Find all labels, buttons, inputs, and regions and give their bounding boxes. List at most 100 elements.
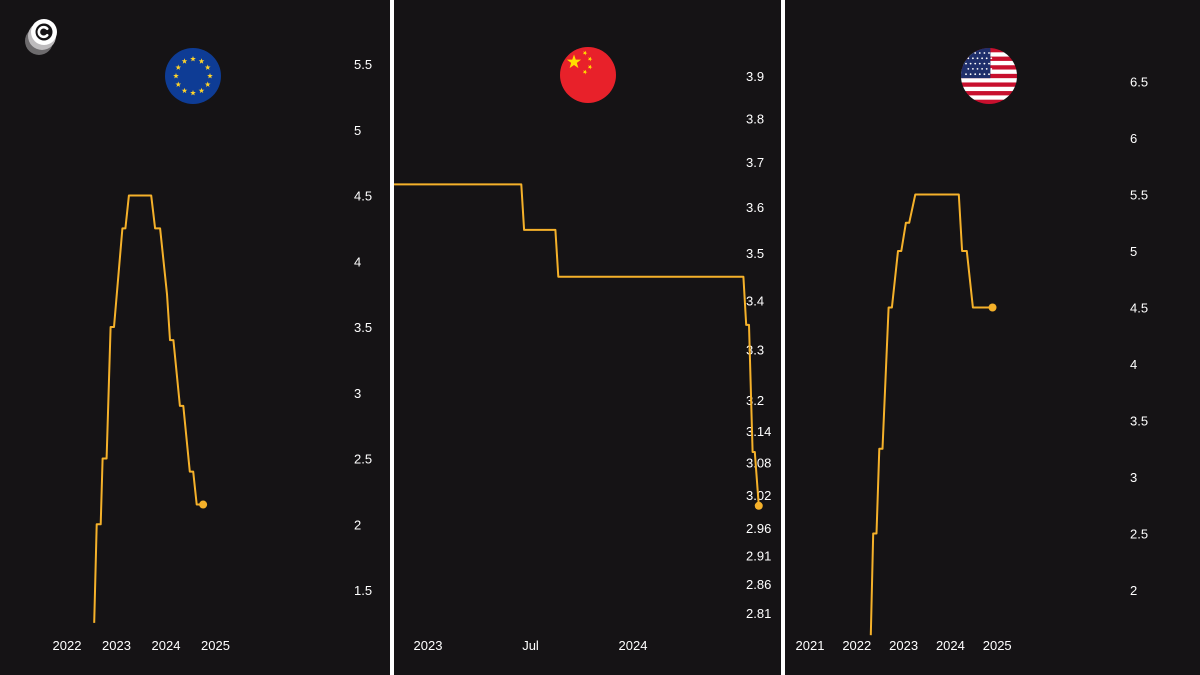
eu-x-tick-label: 2023 (102, 638, 131, 653)
china-y-tick-label: 2.86 (746, 577, 771, 592)
us-x-tick-label: 2022 (842, 638, 871, 653)
us-flag-star (978, 62, 981, 65)
us-flag-star (988, 73, 990, 76)
china-x-tick-label: 2023 (414, 638, 443, 653)
us-flag-star (976, 68, 979, 70)
us-flag-stripe (961, 86, 1017, 92)
us-y-tick-label: 4.5 (1130, 301, 1148, 316)
panel-eu: 1.5 2 2.5 3 3.5 4 4.5 5 5.5 2022 2023 2024 2025 (0, 0, 390, 675)
eu-y-tick-label: 5.5 (354, 57, 372, 72)
china-y-tick-label: 2.81 (746, 606, 771, 621)
eu-flag-star (190, 90, 196, 96)
china-x-tick-label: Jul (522, 638, 539, 653)
eu-y-tick-label: 4 (354, 254, 361, 269)
eu-flag-star (175, 64, 182, 70)
c-circle-logo-icon (25, 19, 57, 55)
china-x-tick-label: 2024 (619, 638, 648, 653)
china-flag-small-star (582, 50, 588, 56)
us-x-tick-label: 2024 (936, 638, 965, 653)
eu-flag-star (207, 73, 213, 79)
china-y-tick-label: 2.96 (746, 521, 771, 536)
chart-us: 2 2.5 3 3.5 4 4.5 5 5.5 6 6.5 2021 2022 2023 2024 2025 (796, 48, 1148, 653)
us-y-tick-label: 3 (1130, 470, 1137, 485)
china-flag-small-star (582, 69, 588, 75)
eu-y-tick-label: 2.5 (354, 452, 372, 467)
eu-series-line (93, 194, 204, 623)
china-series-line (394, 183, 760, 506)
us-flag-star (988, 62, 990, 65)
eu-y-tick-label: 5 (354, 123, 361, 138)
us-flag-star (981, 57, 983, 60)
china-y-tick-label: 2.91 (746, 549, 771, 564)
us-flag-star (967, 57, 970, 60)
us-flag-icon (961, 48, 1017, 104)
us-flag-star (978, 73, 981, 76)
us-flag-star (983, 52, 986, 54)
eu-flag-star (204, 81, 211, 87)
us-flag-star (965, 52, 967, 54)
us-flag-star (990, 68, 993, 70)
panel-china: 2.81 2.86 2.91 2.96 3.02 3.08 3.14 3.2 3.3 3.4 3.5… (394, 0, 781, 675)
eu-x-tick-label: 2022 (53, 638, 82, 653)
us-flag-stripe (961, 91, 1017, 96)
eu-y-tick-label: 1.5 (354, 583, 372, 598)
china-flag-icon (560, 47, 616, 103)
us-x-tick-label: 2025 (983, 638, 1012, 653)
us-flag-stripe (961, 95, 1017, 100)
us-flag-star (974, 52, 977, 54)
eu-flag-star (181, 58, 188, 64)
eu-flag-star (204, 64, 211, 70)
eu-flag-star (175, 81, 182, 87)
china-flag-big-star (566, 54, 582, 69)
eu-flag-star (198, 87, 205, 94)
us-flag-star (985, 68, 988, 70)
china-y-tick-label: 3.7 (746, 155, 764, 170)
china-y-tick-label: 3.9 (746, 69, 764, 84)
us-flag-star (974, 73, 977, 76)
us-flag-star (969, 73, 972, 76)
us-flag-star (967, 68, 970, 70)
us-flag-stripe (961, 82, 1017, 88)
us-flag-stripe (961, 99, 1017, 104)
eu-y-tick-label: 3.5 (354, 320, 372, 335)
us-y-tick-label: 3.5 (1130, 414, 1148, 429)
china-flag-small-star (587, 56, 593, 62)
us-y-tick-label: 4 (1130, 357, 1137, 372)
eu-flag-star (173, 73, 179, 79)
us-flag-star (969, 52, 972, 54)
china-y-tick-label: 3.8 (746, 111, 764, 126)
us-flag-star (988, 52, 990, 54)
us-flag-star (981, 68, 983, 70)
eu-x-tick-label: 2025 (201, 638, 230, 653)
us-y-tick-label: 6 (1130, 131, 1137, 146)
chart-china: 2.812.862.912.963.023.083.143.23.33.43.5… (394, 47, 771, 653)
china-y-tick-label: 3.2 (746, 393, 764, 408)
us-y-tick-label: 2.5 (1130, 527, 1148, 542)
china-y-tick-label: 3.08 (746, 456, 771, 471)
us-y-tick-label: 5.5 (1130, 188, 1148, 203)
eu-flag-stars (173, 56, 213, 96)
china-y-tick-label: 3.4 (746, 294, 764, 309)
us-series-line (869, 193, 993, 636)
us-flag-star (983, 62, 986, 65)
us-y-tick-label: 2 (1130, 583, 1137, 598)
eu-y-tick-label: 4.5 (354, 189, 372, 204)
us-x-tick-label: 2023 (889, 638, 918, 653)
china-y-tick-label: 3.14 (746, 424, 771, 439)
eu-x-tick-label: 2024 (152, 638, 181, 653)
us-flag-star (976, 57, 979, 60)
china-flag-small-star (587, 64, 593, 70)
eu-flag-icon (165, 48, 221, 104)
us-flag-star (983, 73, 986, 76)
us-flag-star (972, 57, 974, 60)
eu-flag-star (198, 58, 205, 64)
us-flag-star (972, 68, 974, 70)
us-y-tick-label: 6.5 (1130, 75, 1148, 90)
china-end-point (754, 501, 763, 510)
us-end-point (988, 303, 997, 312)
panel-us: 2 2.5 3 3.5 4 4.5 5 5.5 6 6.5 2021 2022 2023 2024 2025 (785, 0, 1200, 675)
china-y-tick-label: 3.6 (746, 200, 764, 215)
us-flag-star (990, 57, 993, 60)
us-flag-star (965, 73, 967, 76)
eu-flag-star (190, 56, 196, 62)
